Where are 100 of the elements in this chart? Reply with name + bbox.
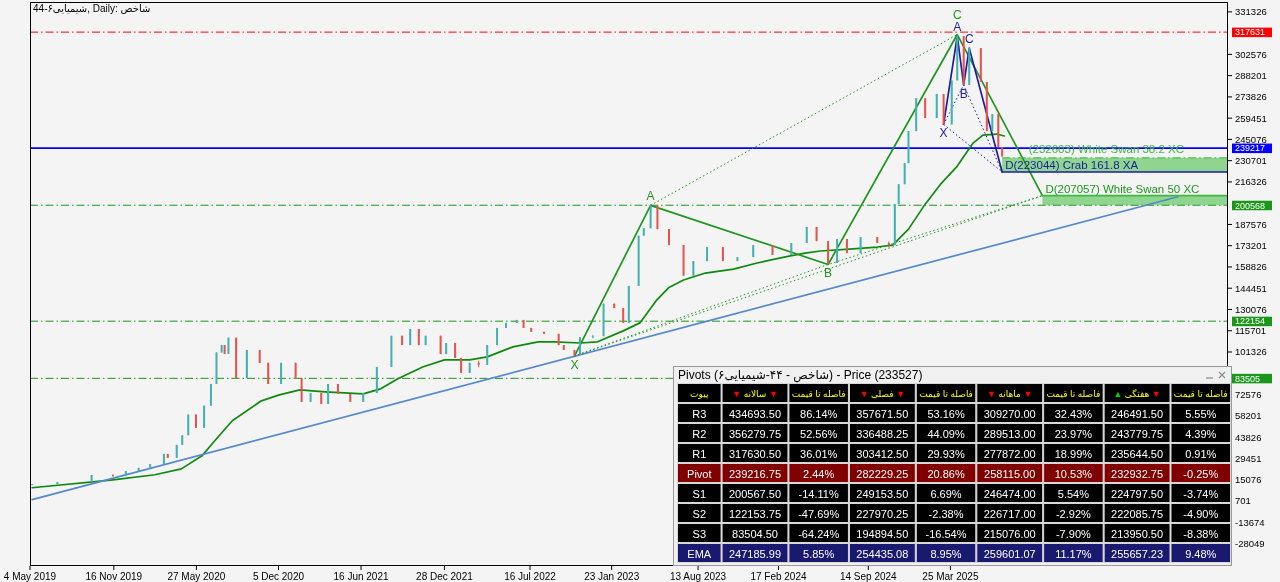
text: 194894.50 bbox=[856, 527, 909, 540]
text: 20.86% bbox=[927, 467, 965, 480]
ref-line-label: 317631 bbox=[1235, 27, 1266, 38]
text: -16.54% bbox=[925, 527, 967, 540]
annotation: D(207057) White Swan 50 XC bbox=[1045, 182, 1200, 195]
y-tick-label: 273826 bbox=[1235, 91, 1267, 103]
text: 83504.50 bbox=[732, 527, 778, 540]
x-tick-label: 23 Jan 2023 bbox=[584, 570, 640, 582]
ref-line-label: 239217 bbox=[1235, 143, 1266, 154]
text: 247185.99 bbox=[729, 547, 782, 560]
y-tick-label: 29451 bbox=[1235, 452, 1262, 464]
text: Pivots (شاخص - ۴۴-شیمیایی۶) - Price (233527) bbox=[678, 367, 923, 383]
category-label: ▼ فصلی ▼ bbox=[859, 388, 906, 399]
category-label: Pivot bbox=[687, 467, 712, 480]
text: -14.11% bbox=[798, 487, 839, 500]
y-tick-label: -13674 bbox=[1235, 516, 1265, 528]
text: 277872.00 bbox=[983, 447, 1036, 460]
text: 8.95% bbox=[930, 547, 962, 560]
text: 5.85% bbox=[803, 547, 835, 560]
x-tick-label: 4 May 2019 bbox=[3, 570, 57, 582]
text: 2.44% bbox=[803, 467, 835, 480]
text: 259601.07 bbox=[983, 547, 1036, 560]
y-tick-label: 216326 bbox=[1235, 176, 1267, 188]
x-tick-label: 25 Mar 2025 bbox=[922, 570, 979, 582]
category-label: R3 bbox=[692, 407, 707, 420]
y-tick-label: 288201 bbox=[1235, 70, 1267, 82]
annotation: B bbox=[824, 266, 833, 281]
category-label: فاصله تا قیمت bbox=[791, 388, 846, 399]
text: 243779.75 bbox=[1111, 427, 1164, 440]
text: -47.69% bbox=[798, 507, 840, 520]
text: 254435.08 bbox=[856, 547, 909, 560]
text: 222085.75 bbox=[1111, 507, 1164, 520]
text: 246491.50 bbox=[1111, 407, 1164, 420]
annotation: C bbox=[952, 7, 962, 22]
text: -4.90% bbox=[1183, 507, 1219, 520]
x-tick-label: 5 Dec 2020 bbox=[252, 570, 305, 582]
category-label: S3 bbox=[692, 527, 707, 540]
category-label: ▼ سالانه ▼ bbox=[732, 388, 778, 399]
text: 226717.00 bbox=[983, 507, 1036, 520]
text: پیوت bbox=[690, 388, 709, 399]
ref-line-label: 83505 bbox=[1235, 373, 1261, 384]
y-tick-label: 331326 bbox=[1235, 6, 1267, 18]
annotation: A bbox=[953, 20, 962, 35]
y-tick-label: 259451 bbox=[1235, 112, 1267, 124]
annotation: X bbox=[570, 358, 579, 373]
text: 317630.50 bbox=[729, 447, 782, 460]
text: 11.17% bbox=[1055, 547, 1092, 560]
chart-title: شیمیایی۶-44, Daily: شاخص bbox=[33, 3, 151, 14]
text: 6.69% bbox=[930, 487, 962, 500]
y-tick-label: -28049 bbox=[1235, 537, 1265, 549]
y-tick-label: 173201 bbox=[1235, 240, 1267, 252]
x-tick-label: 13 Aug 2023 bbox=[669, 570, 727, 582]
text: 224797.50 bbox=[1111, 487, 1164, 500]
category-label: ▲ هفتگی ▼ bbox=[1113, 387, 1161, 399]
text: 200567.50 bbox=[729, 487, 782, 500]
text: 86.14% bbox=[800, 407, 838, 420]
text: -64.24% bbox=[798, 527, 840, 540]
x-tick-label: 14 Sep 2024 bbox=[839, 570, 898, 582]
y-tick-label: 58201 bbox=[1235, 410, 1262, 422]
text: -3.74% bbox=[1183, 487, 1219, 500]
text: 9.48% bbox=[1185, 547, 1217, 560]
category-label: فاصله تا قیمت bbox=[919, 388, 973, 399]
text: 249153.50 bbox=[856, 487, 909, 500]
ref-line-label: 200568 bbox=[1235, 200, 1266, 211]
y-tick-label: 230701 bbox=[1235, 155, 1267, 167]
text: -7.90% bbox=[1055, 527, 1091, 540]
text: 227970.25 bbox=[856, 507, 909, 520]
text: 336488.25 bbox=[856, 427, 909, 440]
text: 29.93% bbox=[927, 447, 965, 460]
text: 213950.50 bbox=[1111, 527, 1164, 540]
x-tick-label: 17 Feb 2024 bbox=[750, 570, 807, 582]
text: 53.16% bbox=[927, 407, 965, 420]
text: 10.53% bbox=[1054, 467, 1093, 480]
y-tick-label: 701 bbox=[1235, 495, 1251, 507]
x-tick-label: 28 Dec 2021 bbox=[416, 570, 474, 582]
text: 235644.50 bbox=[1111, 447, 1164, 460]
category-label: R2 bbox=[692, 427, 707, 440]
text: 5.54% bbox=[1057, 487, 1089, 500]
ref-line-label: 122154 bbox=[1235, 316, 1266, 327]
text: 434693.50 bbox=[729, 407, 782, 420]
text: 282229.25 bbox=[856, 467, 909, 480]
text: 52.56% bbox=[800, 427, 838, 440]
category-label: S2 bbox=[692, 507, 707, 520]
text: 239216.75 bbox=[729, 467, 782, 480]
x-tick-label: 16 Jul 2022 bbox=[504, 570, 557, 582]
text: 309270.00 bbox=[983, 407, 1036, 420]
x-tick-label: 16 Nov 2019 bbox=[85, 570, 143, 582]
x-tick-label: 16 Jun 2021 bbox=[333, 570, 389, 582]
annotation: X bbox=[939, 126, 948, 141]
annotation: A bbox=[646, 189, 655, 204]
y-tick-label: 245076 bbox=[1235, 133, 1267, 145]
category-label: فاصله تا قیمت bbox=[1173, 388, 1228, 399]
y-tick-label: 101326 bbox=[1235, 346, 1267, 358]
category-label: ▼ ماهانه ▼ bbox=[987, 388, 1033, 399]
y-tick-label: 72576 bbox=[1235, 389, 1262, 400]
text: 303412.50 bbox=[856, 447, 909, 460]
y-tick-label: 187576 bbox=[1235, 218, 1267, 230]
text: -2.38% bbox=[928, 507, 964, 520]
y-tick-label: 302576 bbox=[1235, 48, 1267, 60]
y-tick-label: 43826 bbox=[1235, 431, 1262, 443]
